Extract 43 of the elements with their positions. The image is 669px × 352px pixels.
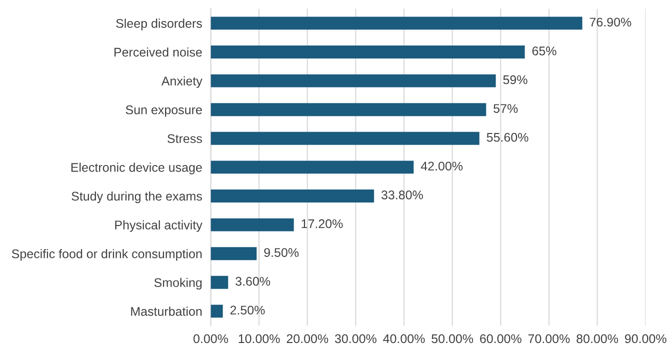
y-tick-label: Sleep disorders (116, 18, 202, 30)
bar (210, 74, 496, 88)
data-label: 9.50% (264, 248, 299, 257)
y-tick-label: Smoking (154, 278, 202, 290)
data-label: 76.90% (590, 18, 632, 27)
bar (210, 103, 486, 116)
data-label: 57% (494, 104, 518, 113)
y-tick-label: Specific food or drink consumption (12, 249, 202, 261)
data-label: 17.20% (302, 219, 343, 228)
y-tick-label: Sun exposure (126, 105, 202, 117)
y-tick-label: Stress (168, 134, 202, 144)
bar (210, 247, 257, 260)
bar (210, 218, 294, 232)
y-tick-label: Electronic device usage (71, 162, 202, 174)
data-label: 42.00% (420, 162, 463, 171)
x-tick-label: 0.00% (194, 334, 228, 344)
data-label: 3.60% (236, 276, 270, 286)
bar (210, 190, 374, 202)
x-tick-label: 70.00% (528, 334, 570, 344)
y-tick-label: Anxiety (161, 76, 202, 88)
data-label: 65% (532, 46, 556, 56)
y-tick-label: Masturbation (131, 306, 202, 316)
x-tick-label: 20.00% (286, 334, 328, 344)
data-label: 59% (503, 75, 528, 84)
y-tick-label: Physical activity (115, 220, 202, 232)
x-tick-label: 60.00% (480, 334, 522, 344)
x-tick-label: 40.00% (383, 334, 425, 344)
x-tick-label: 90.00% (624, 334, 666, 344)
x-tick-label: 30.00% (334, 334, 376, 344)
bar (210, 160, 414, 174)
data-label: 2.50% (230, 306, 265, 315)
y-tick-label: Study during the exams (72, 191, 202, 204)
x-tick-label: 10.00% (238, 334, 280, 344)
x-tick-label: 80.00% (576, 334, 618, 344)
bar (210, 46, 525, 58)
x-tick-label: 50.00% (432, 334, 474, 344)
bar (210, 276, 228, 289)
bar (210, 132, 480, 145)
bar (210, 304, 223, 318)
data-label: 33.80% (381, 190, 423, 200)
data-label: 55.60% (486, 132, 528, 142)
y-tick-label: Perceived noise (114, 47, 202, 57)
bar (210, 16, 582, 30)
